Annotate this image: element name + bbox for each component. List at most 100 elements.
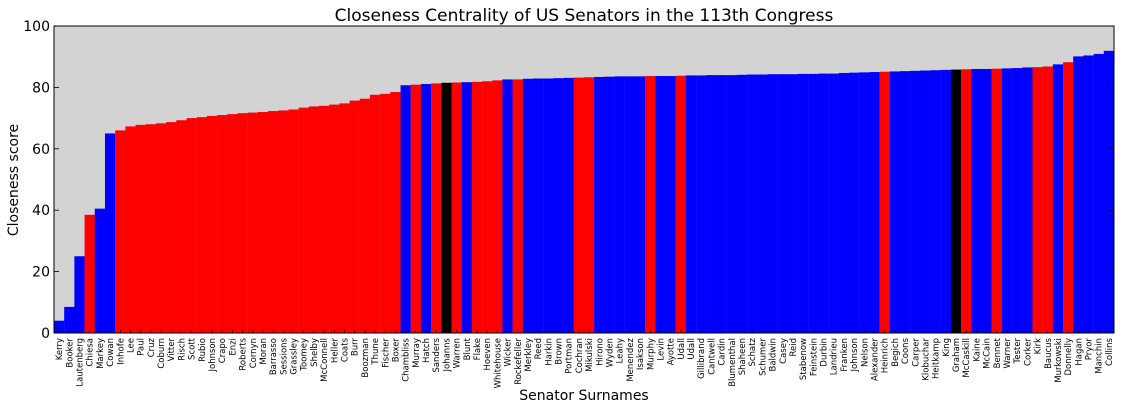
- x-tick-label: Fischer: [381, 338, 391, 368]
- x-tick-label: Collins: [1105, 337, 1115, 366]
- x-tick-label: Isakson: [636, 338, 646, 370]
- x-tick-label: Lautenberg: [75, 338, 85, 387]
- bar-thune: [369, 94, 381, 334]
- y-tick-label: 100: [23, 19, 50, 35]
- x-tick-label: Warren: [453, 338, 463, 368]
- bar-coats: [339, 103, 350, 333]
- bar-boozman: [359, 98, 371, 333]
- x-tick-label: Alexander: [870, 338, 880, 382]
- x-tick-label: Moran: [259, 338, 269, 365]
- x-tick-label: Booker: [65, 337, 75, 367]
- bar-wicker: [502, 79, 513, 333]
- bar-collins: [1103, 50, 1115, 334]
- y-axis-ticks: 0 20 40 60 80 100: [23, 19, 1114, 342]
- x-tick-label: Rubio: [198, 338, 208, 362]
- x-tick-label: Brown: [555, 338, 565, 365]
- x-tick-label: Stabenow: [799, 338, 809, 380]
- bar-donnelly: [1063, 62, 1074, 333]
- x-tick-label: Markey: [96, 338, 106, 369]
- bar-udall: [685, 75, 697, 334]
- bar-hirono: [594, 76, 605, 334]
- x-axis-label: Senator Surnames: [519, 388, 648, 404]
- y-tick-label: 60: [32, 142, 50, 158]
- x-tick-label: Heitkamp: [932, 338, 942, 379]
- bar-durbin: [818, 73, 829, 333]
- x-tick-label: Shaheen: [738, 338, 748, 375]
- y-axis-label: Closeness score: [6, 124, 22, 236]
- bar-enzi: [227, 114, 238, 333]
- x-tick-label: Schatz: [748, 337, 758, 366]
- x-tick-label: Hoeven: [483, 338, 493, 370]
- x-tick-label: Crapo: [218, 338, 228, 363]
- x-tick-label: Vitter: [167, 338, 177, 362]
- bar-cardin: [716, 75, 727, 334]
- bar-merkley: [522, 78, 534, 333]
- bar-portman: [563, 77, 574, 333]
- plot-frame: [53, 25, 1115, 334]
- x-tick-label: Whitehouse: [493, 338, 503, 388]
- bar-franken: [838, 72, 850, 333]
- x-tick-label: Casey: [779, 338, 789, 364]
- bar-mcconnell: [319, 105, 330, 333]
- x-tick-label: Grassley: [290, 338, 300, 375]
- bar-blunt: [461, 82, 473, 334]
- bar-klobuchar: [920, 70, 931, 333]
- bar-mccain: [981, 68, 992, 333]
- x-tick-label: Coburn: [157, 338, 167, 369]
- x-tick-label: Inhofe: [116, 338, 126, 365]
- bar-kerry: [54, 320, 65, 333]
- bar-heller: [329, 104, 340, 333]
- x-tick-label: Murkowski: [1054, 338, 1064, 383]
- x-tick-label: Bennet: [993, 337, 1003, 368]
- x-tick-label: Pryor: [1085, 338, 1095, 361]
- x-tick-label: Heinrich: [881, 338, 891, 373]
- bar-leahy: [614, 76, 625, 333]
- x-tick-label: Rockefeller: [514, 338, 524, 385]
- y-tick-label: 80: [32, 80, 50, 96]
- x-tick-label: McCaskill: [962, 338, 972, 378]
- bar-landrieu: [828, 73, 839, 333]
- x-tick-label: Mikulski: [585, 338, 595, 372]
- bar-burr: [349, 100, 360, 333]
- bar-vitter: [166, 122, 177, 333]
- x-tick-label: Baucus: [1044, 337, 1054, 368]
- x-tick-label: Blumenthal: [728, 338, 738, 387]
- bar-inhofe: [115, 130, 126, 333]
- x-tick-label: Sessions: [279, 337, 289, 374]
- x-tick-label: Levin: [656, 338, 666, 361]
- bar-rubio: [196, 117, 208, 334]
- bar-paul: [135, 124, 146, 333]
- x-tick-label: Enzi: [228, 338, 238, 356]
- bar-warren: [451, 82, 462, 334]
- bars-group: [54, 50, 1115, 334]
- bar-cowan: [104, 133, 116, 333]
- bar-isakson: [634, 76, 646, 333]
- x-tick-label: Boozman: [361, 338, 371, 378]
- x-tick-label: Corker: [1023, 338, 1033, 366]
- bar-manchin: [1093, 53, 1104, 333]
- bar-blumenthal: [726, 75, 738, 334]
- bar-murkowski: [1052, 64, 1064, 334]
- bar-baldwin: [767, 74, 778, 333]
- x-tick-label: Cornyn: [249, 338, 259, 368]
- x-tick-label: Wyden: [605, 338, 615, 367]
- bar-wyden: [604, 76, 615, 333]
- bar-lee: [125, 126, 136, 333]
- bar-rockefeller: [512, 79, 523, 333]
- x-tick-label: Murphy: [646, 338, 656, 370]
- x-tick-label: Kaine: [972, 338, 982, 362]
- x-tick-label: Klobuchar: [921, 337, 931, 380]
- x-tick-label: Scott: [188, 337, 198, 360]
- bar-reed: [533, 78, 544, 333]
- x-tick-label: Toomey: [300, 338, 310, 372]
- x-tick-label: Paul: [137, 338, 147, 356]
- bar-whitehouse: [492, 80, 503, 333]
- bar-brown: [553, 78, 564, 333]
- x-tick-label: Reed: [534, 338, 544, 359]
- bar-fischer: [380, 93, 391, 333]
- bar-lautenberg: [74, 256, 85, 333]
- bar-roberts: [237, 113, 248, 333]
- bar-booker: [64, 306, 75, 333]
- x-tick-label: Reid: [789, 338, 799, 357]
